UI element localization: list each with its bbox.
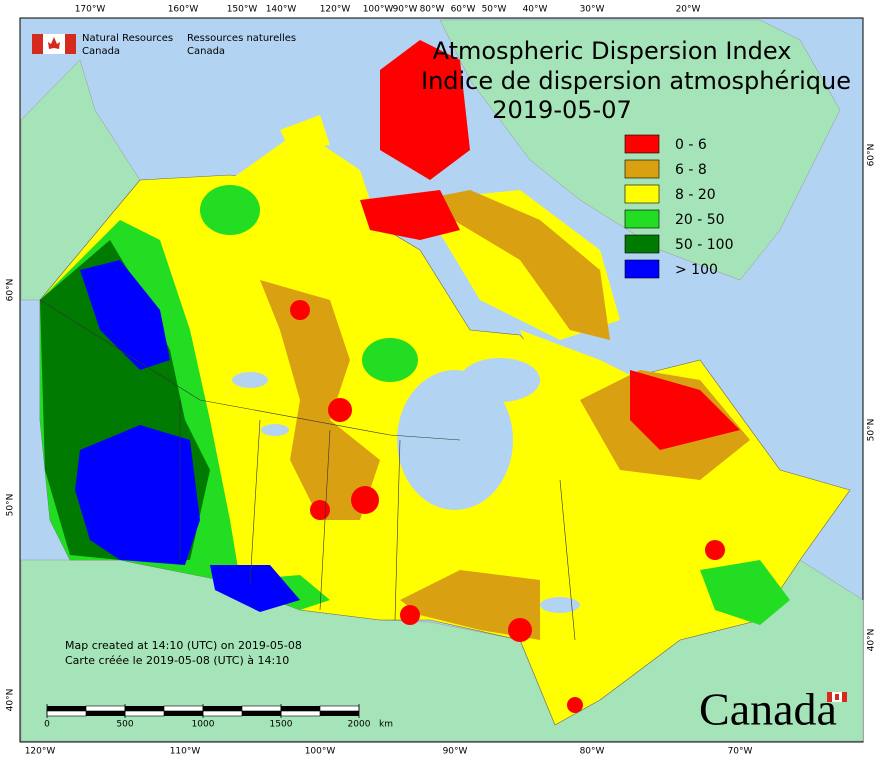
- water: [232, 358, 680, 613]
- longitude-label: 110°W: [170, 747, 201, 757]
- longitude-label: 100°W: [363, 5, 394, 15]
- latitude-label: 50°N: [867, 419, 877, 442]
- legend-label: 6 - 8: [675, 162, 707, 178]
- scale-tick-label: 500: [116, 720, 133, 730]
- longitude-label: 160°W: [168, 5, 199, 15]
- legend-swatch: [624, 134, 660, 154]
- scale-segment: [203, 706, 242, 711]
- longitude-label: 20°W: [676, 5, 701, 15]
- scale-unit: km: [379, 720, 393, 730]
- scale-segment: [125, 706, 164, 711]
- longitude-label: 170°W: [75, 5, 106, 15]
- longitude-label: 90°W: [393, 5, 418, 15]
- canada-wordmark: Canada: [699, 684, 837, 735]
- longitude-label: 140°W: [266, 5, 297, 15]
- scale-segment: [164, 711, 203, 716]
- scale-segment: [85, 705, 126, 712]
- footnote-en: Map created at 14:10 (UTC) on 2019-05-08: [65, 639, 302, 652]
- scale-segment: [281, 706, 320, 711]
- scale-segment: [319, 705, 360, 712]
- longitude-label: 40°W: [523, 5, 548, 15]
- scale-segment: [202, 710, 243, 717]
- longitude-label: 90°W: [443, 747, 468, 757]
- legend-label: 50 - 100: [675, 237, 734, 253]
- map-date: 2019-05-07: [492, 96, 631, 124]
- legend-label: 0 - 6: [675, 137, 707, 153]
- legend-swatch: [624, 159, 660, 179]
- longitude-label: 150°W: [227, 5, 258, 15]
- scale-segment: [163, 705, 204, 712]
- scale-segment: [242, 711, 281, 716]
- flag-logo: [32, 34, 76, 54]
- agency-fr: Canada: [187, 46, 225, 57]
- longitude-label: 80°W: [420, 5, 445, 15]
- longitude-label: 120°W: [320, 5, 351, 15]
- legend-label: 8 - 20: [675, 187, 716, 203]
- latitude-label: 50°N: [6, 494, 16, 517]
- longitude-label: 100°W: [305, 747, 336, 757]
- scale-tick-label: 2000: [348, 720, 371, 730]
- scale-segment: [280, 710, 321, 717]
- scale-tick-label: 1500: [270, 720, 293, 730]
- legend-swatch: [624, 259, 660, 279]
- longitude-label: 30°W: [580, 5, 605, 15]
- longitude-label: 60°W: [451, 5, 476, 15]
- legend-swatch: [624, 234, 660, 254]
- wordmark-flag: [826, 691, 848, 703]
- legend-label: > 100: [675, 262, 718, 278]
- latitude-label: 60°N: [6, 279, 16, 302]
- legend-swatch: [624, 184, 660, 204]
- dispersion-zones: [40, 40, 790, 713]
- scale-segment: [124, 710, 165, 717]
- longitude-label: 120°W: [25, 747, 56, 757]
- agency-en: Natural Resources: [82, 33, 173, 44]
- legend-swatch: [624, 209, 660, 229]
- scale-tick-label: 0: [44, 720, 50, 730]
- footnote-fr: Carte créée le 2019-05-08 (UTC) à 14:10: [65, 654, 289, 667]
- scale-segment: [86, 711, 125, 716]
- latitude-label: 40°N: [6, 689, 16, 712]
- longitude-label: 70°W: [728, 747, 753, 757]
- latitude-label: 60°N: [867, 144, 877, 167]
- legend-label: 20 - 50: [675, 212, 725, 228]
- longitude-label: 80°W: [580, 747, 605, 757]
- scale-segment: [320, 711, 359, 716]
- scale-segment: [241, 705, 282, 712]
- scale-segment: [46, 710, 87, 717]
- title-en: Atmospheric Dispersion Index: [433, 37, 792, 65]
- agency-fr: Ressources naturelles: [187, 33, 296, 44]
- longitude-label: 50°W: [482, 5, 507, 15]
- title-fr: Indice de dispersion atmosphérique: [421, 67, 851, 95]
- latitude-label: 40°N: [867, 629, 877, 652]
- scale-segment: [47, 706, 86, 711]
- scale-tick-label: 1000: [192, 720, 215, 730]
- scale-bar: 0 500 1000 1500 2000 km: [44, 704, 393, 730]
- borders: [39, 299, 576, 641]
- agency-en: Canada: [82, 46, 120, 57]
